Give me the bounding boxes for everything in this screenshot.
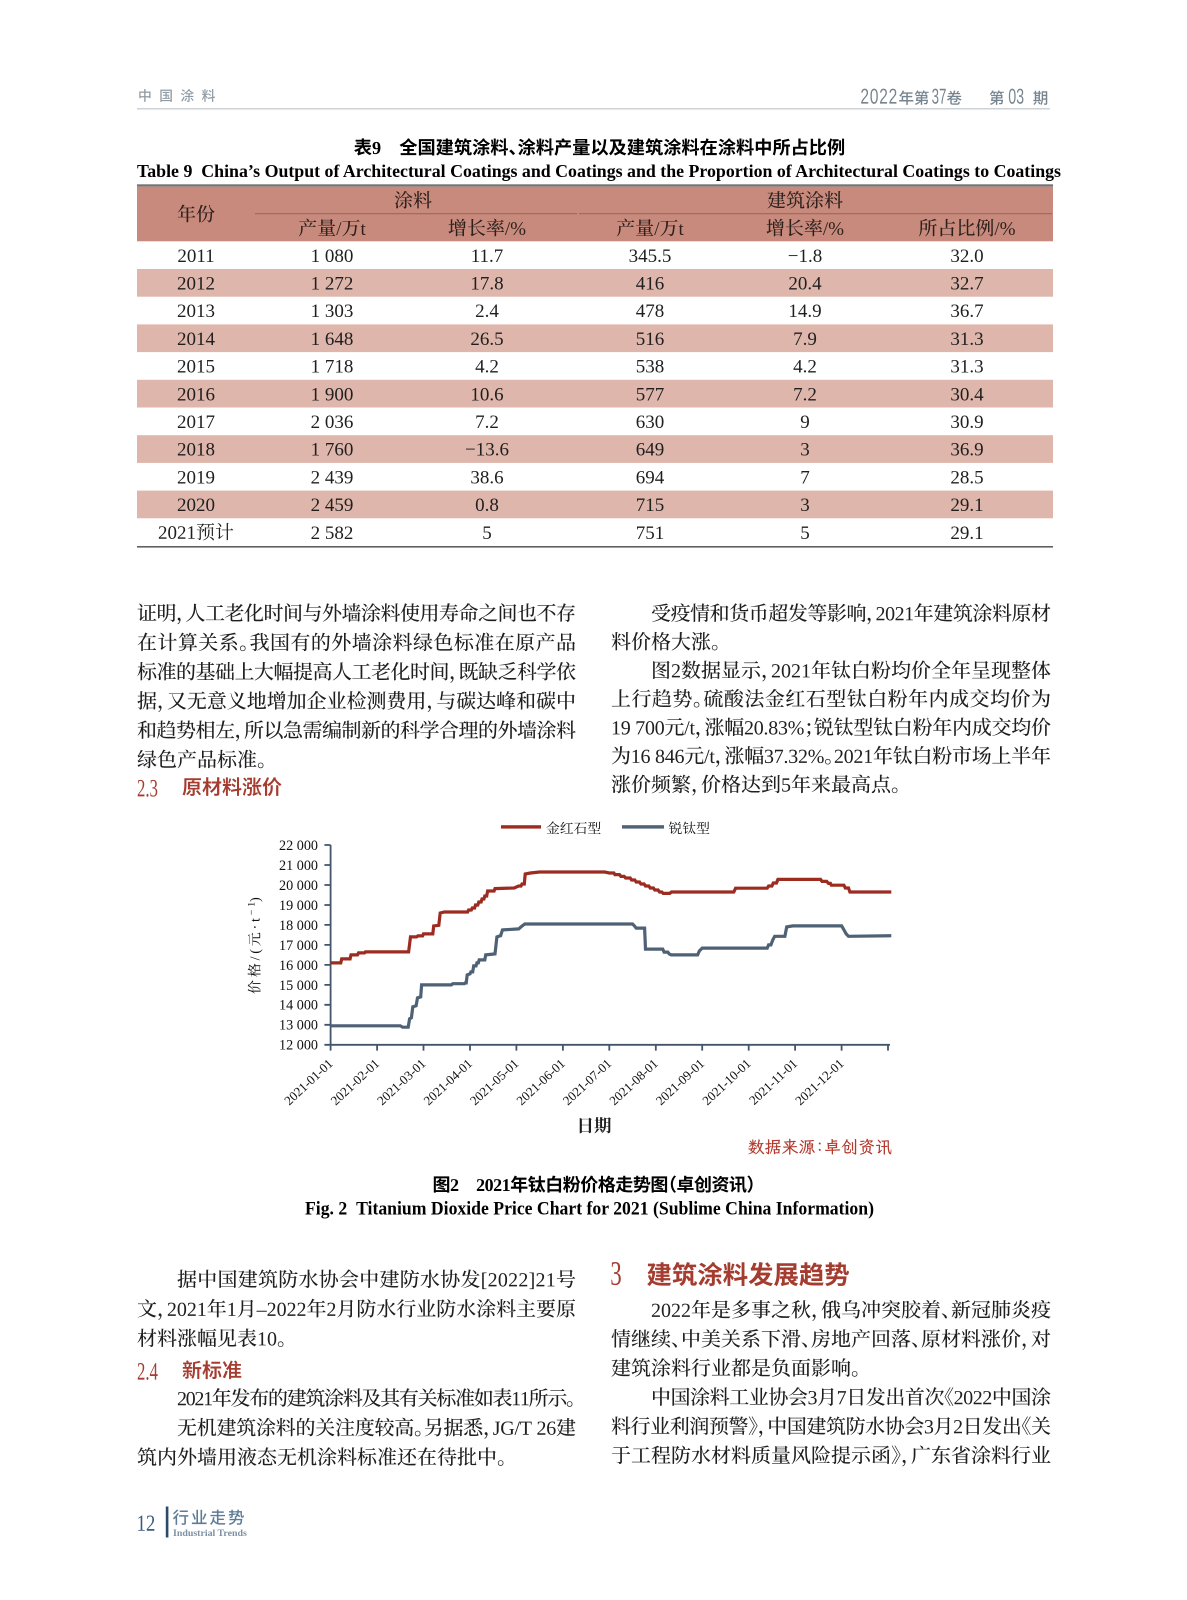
svg-text:0.8: 0.8 xyxy=(475,495,499,516)
svg-text:4.2: 4.2 xyxy=(793,357,817,378)
svg-text:Table 9 China’s Output of Arc: Table 9 China’s Output of Architectural … xyxy=(137,161,1061,181)
svg-text:36.9: 36.9 xyxy=(950,440,983,461)
svg-text:5: 5 xyxy=(482,523,492,544)
svg-text:21 000: 21 000 xyxy=(279,858,318,874)
svg-text:2016: 2016 xyxy=(177,384,215,405)
svg-text:32.0: 32.0 xyxy=(950,246,983,267)
svg-text:31.3: 31.3 xyxy=(950,357,983,378)
svg-text:Industrial Trends: Industrial Trends xyxy=(173,1528,247,1539)
svg-text:1 272: 1 272 xyxy=(311,274,354,295)
svg-text:2017: 2017 xyxy=(177,412,215,433)
svg-text:3: 3 xyxy=(800,495,810,516)
svg-text:2020: 2020 xyxy=(177,495,215,516)
svg-text:30.9: 30.9 xyxy=(950,412,983,433)
svg-text:14 000: 14 000 xyxy=(279,998,318,1014)
svg-text:2012: 2012 xyxy=(177,274,215,295)
svg-text:19 000: 19 000 xyxy=(279,898,318,914)
svg-text:715: 715 xyxy=(636,495,665,516)
svg-text:16 000: 16 000 xyxy=(279,958,318,974)
svg-text:36.7: 36.7 xyxy=(950,301,983,322)
svg-text:2013: 2013 xyxy=(177,301,215,322)
svg-text:30.4: 30.4 xyxy=(950,384,984,405)
svg-text:416: 416 xyxy=(636,274,665,295)
svg-text:345.5: 345.5 xyxy=(629,246,672,267)
svg-text:2014: 2014 xyxy=(177,329,216,350)
svg-text:2 582: 2 582 xyxy=(311,523,354,544)
svg-text:2 036: 2 036 xyxy=(311,412,354,433)
svg-text:−13.6: −13.6 xyxy=(465,440,509,461)
svg-text:649: 649 xyxy=(636,440,665,461)
svg-text:1 718: 1 718 xyxy=(311,357,354,378)
svg-text:13 000: 13 000 xyxy=(279,1018,318,1034)
svg-text:751: 751 xyxy=(636,523,665,544)
svg-text:1 080: 1 080 xyxy=(311,246,354,267)
svg-text:2 459: 2 459 xyxy=(311,495,354,516)
svg-text:18 000: 18 000 xyxy=(279,918,318,934)
svg-text:2018: 2018 xyxy=(177,440,215,461)
svg-text:5: 5 xyxy=(800,523,810,544)
svg-text:1 760: 1 760 xyxy=(311,440,354,461)
svg-text:7.2: 7.2 xyxy=(793,384,817,405)
svg-text:22 000: 22 000 xyxy=(279,838,318,854)
svg-text:20 000: 20 000 xyxy=(279,878,318,894)
svg-text:14.9: 14.9 xyxy=(788,301,821,322)
svg-text:20.4: 20.4 xyxy=(788,274,822,295)
svg-text:2011: 2011 xyxy=(177,246,214,267)
svg-text:538: 538 xyxy=(636,357,665,378)
svg-text:17.8: 17.8 xyxy=(470,274,503,295)
svg-text:516: 516 xyxy=(636,329,665,350)
svg-text:26.5: 26.5 xyxy=(470,329,503,350)
svg-text:2019: 2019 xyxy=(177,467,215,488)
svg-text:Fig. 2 Titanium Dioxide Price: Fig. 2 Titanium Dioxide Price Chart for … xyxy=(305,1198,874,1219)
svg-text:38.6: 38.6 xyxy=(470,467,503,488)
svg-text:7: 7 xyxy=(800,467,810,488)
svg-text:2 439: 2 439 xyxy=(311,467,354,488)
svg-text:3: 3 xyxy=(800,440,810,461)
svg-text:7.2: 7.2 xyxy=(475,412,499,433)
svg-text:−1.8: −1.8 xyxy=(788,246,822,267)
svg-text:1 900: 1 900 xyxy=(311,384,354,405)
svg-text:9: 9 xyxy=(800,412,810,433)
svg-text:11.7: 11.7 xyxy=(471,246,504,267)
svg-text:10.6: 10.6 xyxy=(470,384,503,405)
svg-text:694: 694 xyxy=(636,467,665,488)
svg-text:577: 577 xyxy=(636,384,665,405)
svg-text:17 000: 17 000 xyxy=(279,938,318,954)
svg-text:32.7: 32.7 xyxy=(950,274,983,295)
svg-text:7.9: 7.9 xyxy=(793,329,817,350)
svg-text:31.3: 31.3 xyxy=(950,329,983,350)
svg-text:15 000: 15 000 xyxy=(279,978,318,994)
svg-text:12 000: 12 000 xyxy=(279,1038,318,1054)
svg-text:630: 630 xyxy=(636,412,665,433)
svg-text:28.5: 28.5 xyxy=(950,467,983,488)
svg-text:478: 478 xyxy=(636,301,665,322)
svg-text:29.1: 29.1 xyxy=(950,495,983,516)
svg-text:1 648: 1 648 xyxy=(311,329,354,350)
svg-text:2.4: 2.4 xyxy=(475,301,499,322)
svg-text:29.1: 29.1 xyxy=(950,523,983,544)
svg-text:1 303: 1 303 xyxy=(311,301,354,322)
svg-text:2015: 2015 xyxy=(177,357,215,378)
svg-text:4.2: 4.2 xyxy=(475,357,499,378)
